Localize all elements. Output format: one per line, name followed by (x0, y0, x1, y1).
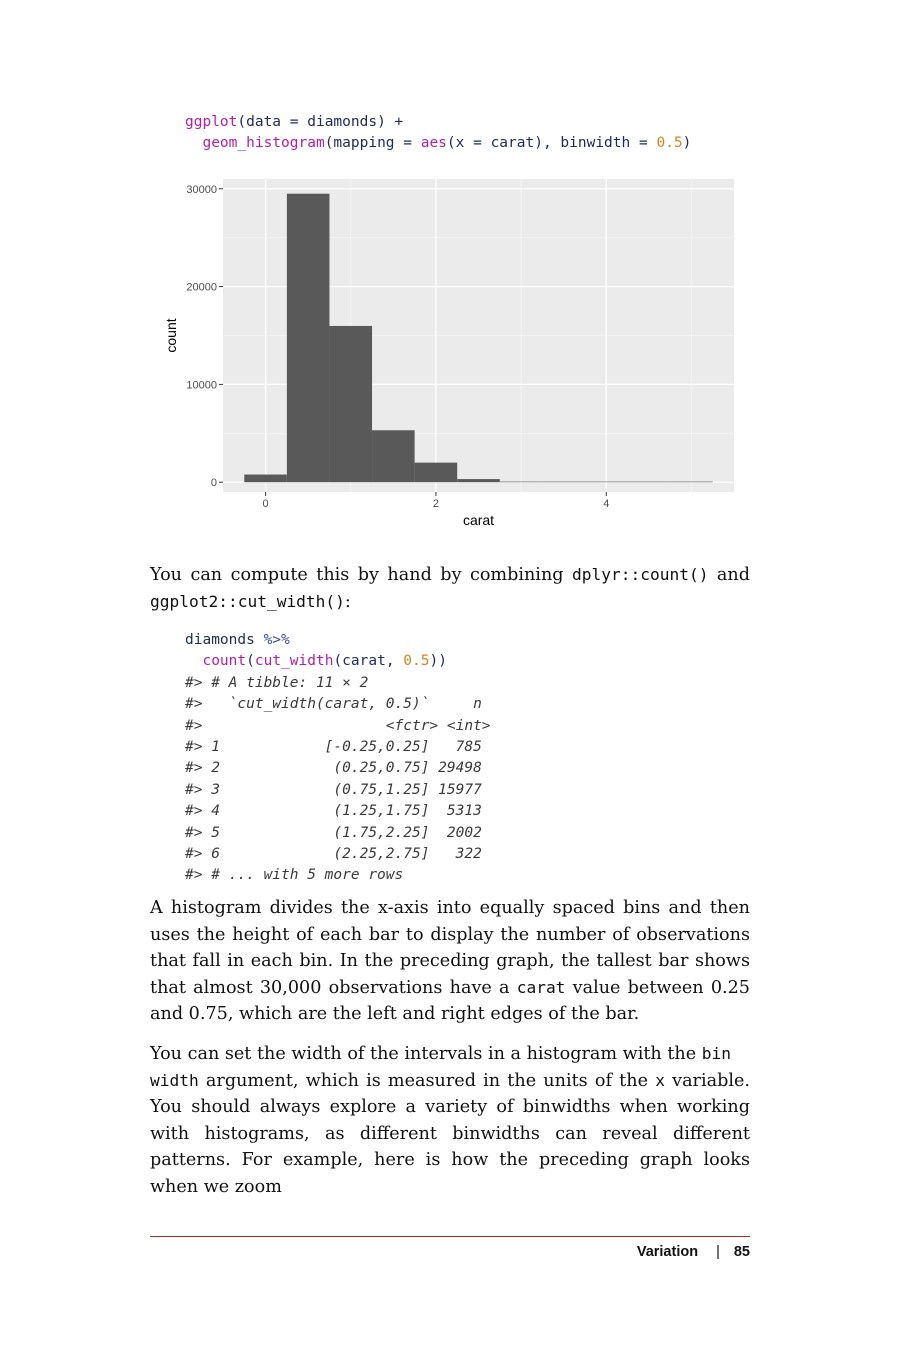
x-tick-label: 0 (263, 498, 269, 510)
y-tick-label: 20000 (186, 282, 217, 294)
histogram-bar (627, 481, 671, 483)
code-token: ) (682, 135, 692, 152)
code-token (185, 135, 202, 151)
histogram-bar (372, 430, 415, 483)
code-line: diamonds %>% (185, 630, 491, 651)
code-line: #> 1 [-0.25,0.25] 785 (185, 737, 491, 758)
code-token: #> 2 (0.25,0.75] 29498 (185, 760, 482, 777)
histogram-bar (244, 474, 287, 483)
code-token: ggplot (185, 114, 238, 130)
code-token: (carat, (333, 653, 404, 670)
histogram-bar (499, 481, 543, 483)
code-token: aes (420, 135, 447, 152)
histogram-chart: 0 10000 20000 30000 0 2 4 carat count (163, 179, 734, 528)
code-token: (data = diamonds) + (237, 114, 404, 130)
text-segment: variable. You should always explore a va… (150, 1070, 750, 1197)
paragraph-binwidth: You can set the width of the intervals i… (150, 1041, 750, 1201)
y-tick-label: 10000 (186, 379, 217, 391)
code-line: #> # A tibble: 11 × 2 (185, 673, 491, 694)
histogram-bar (542, 481, 585, 483)
paragraph-compute-by-hand: You can compute this by hand by combinin… (150, 562, 750, 615)
inline-code: ggplot2::cut_width() (150, 591, 345, 611)
code-block-count: diamonds %>% count(cut_width(carat, 0.5)… (185, 630, 491, 887)
code-token: #> 4 (1.25,1.75] 5313 (185, 803, 482, 820)
code-line: #> `cut_width(carat, 0.5)` n (185, 694, 491, 715)
code-line: #> 3 (0.75,1.25] 15977 (185, 780, 491, 801)
text-segment: argument, which is measured in the units… (198, 1070, 656, 1091)
footer-section-title: Variation (636, 1244, 699, 1260)
text-segment: A histogram divides the x-axis into equa… (150, 898, 750, 998)
histogram-bar (584, 481, 628, 483)
histogram-bar (329, 325, 373, 483)
y-tick-label: 0 (211, 477, 217, 489)
paragraph-histogram-explanation: A histogram divides the x-axis into equa… (150, 895, 750, 1028)
code-token: count (202, 653, 247, 670)
code-token: (x = carat), binwidth = (446, 135, 657, 152)
text-segment: and (708, 565, 750, 585)
footer-separator: | (716, 1244, 720, 1260)
code-line: #> 2 (0.25,0.75] 29498 (185, 758, 491, 779)
inline-code: x (655, 1070, 665, 1090)
code-token: #> 5 (1.75,2.25] 2002 (185, 824, 482, 841)
histogram-bar (286, 193, 330, 483)
x-tick-label: 4 (603, 498, 609, 510)
code-token (185, 653, 202, 669)
code-line: ggplot(data = diamonds) + (185, 112, 691, 133)
code-token: 0.5 (656, 135, 683, 152)
y-tick-label: 30000 (186, 184, 217, 196)
histogram-bar (414, 462, 458, 483)
code-token: ( (246, 653, 255, 670)
footer-rule (150, 1236, 750, 1237)
code-token: #> # ... with 5 more rows (185, 867, 404, 884)
code-block-ggplot: ggplot(data = diamonds) + geom_histogram… (185, 112, 691, 155)
page-footer: Variation | 85 (150, 1244, 750, 1260)
inline-code: dplyr::count() (572, 565, 709, 584)
code-line: #> 4 (1.25,1.75] 5313 (185, 801, 491, 822)
code-line: #> 6 (2.25,2.75] 322 (185, 844, 491, 865)
text-segment: : (344, 591, 351, 612)
code-token: #> 3 (0.75,1.25] 15977 (185, 781, 482, 798)
code-line: #> 5 (1.75,2.25] 2002 (185, 823, 491, 844)
inline-code: carat (516, 977, 566, 997)
code-token: cut_width (254, 653, 334, 670)
code-token: (mapping = (324, 135, 421, 152)
code-line: #> <fctr> <int> (185, 716, 491, 737)
code-token: #> 1 [-0.25,0.25] 785 (185, 738, 482, 755)
code-line: count(cut_width(carat, 0.5)) (185, 651, 491, 672)
y-axis-label: count (163, 318, 179, 352)
inline-code: width (150, 1070, 199, 1090)
code-token: 0.5 (403, 653, 430, 670)
histogram-bar (670, 481, 713, 483)
code-token: %>% (263, 632, 290, 648)
x-axis-label: carat (463, 512, 494, 528)
code-line: geom_histogram(mapping = aes(x = carat),… (185, 133, 691, 154)
code-token: #> 6 (2.25,2.75] 322 (185, 845, 482, 862)
histogram-bar (457, 479, 500, 483)
x-tick-label: 2 (433, 498, 439, 510)
code-line: #> # ... with 5 more rows (185, 865, 491, 886)
code-token: diamonds (185, 632, 264, 648)
page-number: 85 (733, 1244, 750, 1260)
code-token: #> `cut_width(carat, 0.5)` n (185, 696, 482, 713)
code-token: )) (429, 653, 447, 670)
text-segment: value between 0.25 and 0.75, which are t… (150, 977, 750, 1025)
code-token: geom_histogram (202, 135, 325, 152)
text-segment: You can set the width of the intervals i… (150, 1044, 702, 1064)
code-token: #> # A tibble: 11 × 2 (185, 674, 369, 691)
inline-code: bin (701, 1044, 732, 1063)
text-segment: You can compute this by hand by combinin… (150, 565, 572, 585)
code-token: #> <fctr> <int> (185, 717, 491, 734)
